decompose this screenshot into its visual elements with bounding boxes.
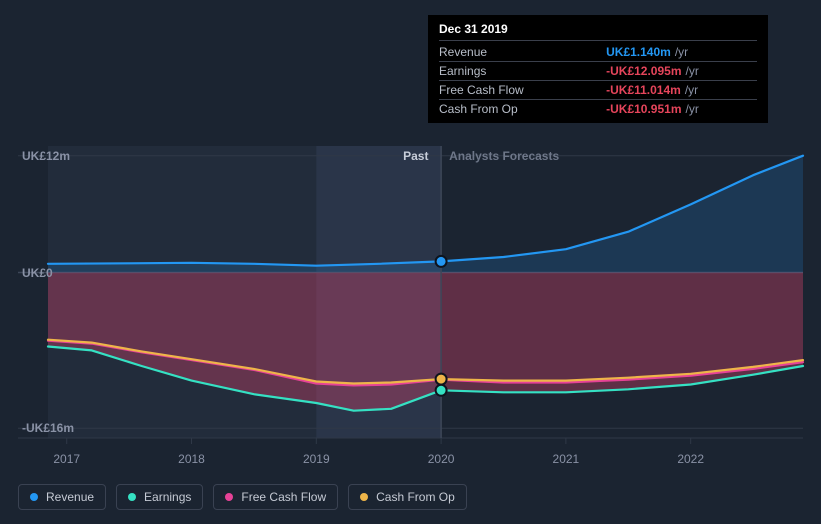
tooltip-row-unit: /yr [685,83,698,97]
tooltip-row-unit: /yr [685,102,698,116]
highlight-marker-cfo [436,374,447,385]
y-axis-label: UK£12m [22,149,70,163]
highlight-marker-earnings [436,385,447,396]
tooltip-date: Dec 31 2019 [439,22,757,41]
x-axis-label: 2021 [553,452,580,466]
tooltip-row: Free Cash Flow-UK£11.014m/yr [439,81,757,100]
tooltip-row-label: Free Cash Flow [439,81,606,100]
tooltip-row: Cash From Op-UK£10.951m/yr [439,100,757,119]
x-axis-label: 2018 [178,452,205,466]
tooltip-row-label: Earnings [439,62,606,81]
x-axis-label: 2017 [53,452,80,466]
tooltip-row-unit: /yr [675,45,688,59]
y-axis-label: UK£0 [22,266,53,280]
financial-chart: UK£12m UK£0 -UK£16m 2017 2018 2019 2020 2021 20… [0,0,821,524]
y-axis-label: -UK£16m [22,421,74,435]
legend-item-fcf[interactable]: Free Cash Flow [213,484,338,510]
tooltip-row-value: -UK£12.095m [606,64,685,78]
tooltip-row-value: -UK£11.014m [606,83,685,97]
legend-dot-icon [360,493,368,501]
forecast-label: Analysts Forecasts [449,149,559,163]
legend-item-earnings[interactable]: Earnings [116,484,203,510]
tooltip-row-value: -UK£10.951m [606,102,685,116]
tooltip-row-value: UK£1.140m [606,45,675,59]
x-axis-label: 2022 [677,452,704,466]
tooltip-row: Earnings-UK£12.095m/yr [439,62,757,81]
legend-item-cfo[interactable]: Cash From Op [348,484,467,510]
tooltip-row-label: Cash From Op [439,100,606,119]
legend-item-revenue[interactable]: Revenue [18,484,106,510]
x-axis-label: 2019 [303,452,330,466]
legend-label: Free Cash Flow [241,490,326,504]
chart-legend: Revenue Earnings Free Cash Flow Cash From O… [18,484,467,510]
x-axis-label: 2020 [428,452,455,466]
tooltip-row-label: Revenue [439,43,606,62]
past-label: Past [403,149,428,163]
tooltip-row: RevenueUK£1.140m/yr [439,43,757,62]
legend-dot-icon [225,493,233,501]
legend-label: Revenue [46,490,94,504]
data-point-tooltip: Dec 31 2019 RevenueUK£1.140m/yrEarnings-… [428,15,768,123]
legend-dot-icon [128,493,136,501]
legend-dot-icon [30,493,38,501]
legend-label: Earnings [144,490,191,504]
tooltip-row-unit: /yr [685,64,698,78]
highlight-marker-revenue [436,256,447,267]
legend-label: Cash From Op [376,490,455,504]
